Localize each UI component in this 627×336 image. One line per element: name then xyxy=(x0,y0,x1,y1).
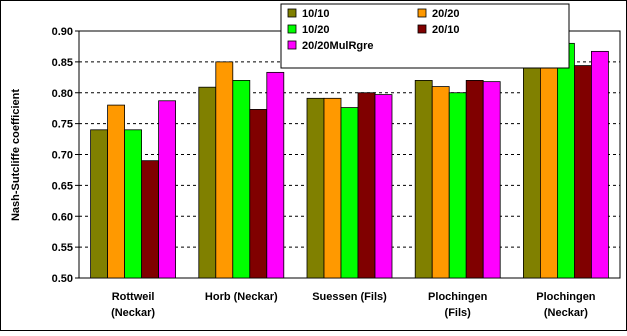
bar-10-10 xyxy=(523,51,541,279)
legend-swatch xyxy=(287,24,297,34)
bar-20-10 xyxy=(574,65,592,279)
x-category-label: Plochingen xyxy=(428,291,488,303)
legend-label: 10/20 xyxy=(302,24,330,36)
bar-10-10 xyxy=(414,80,433,279)
y-tick-label: 0.65 xyxy=(52,180,73,192)
bar-20-20 xyxy=(323,97,342,279)
bar-20-10 xyxy=(141,160,160,279)
legend-label: 20/10 xyxy=(432,24,460,36)
bar-10-10 xyxy=(306,97,325,279)
legend-label: 10/10 xyxy=(302,8,330,20)
legend-label: 20/20 xyxy=(432,8,460,20)
bar-20-20 xyxy=(431,86,450,279)
bars xyxy=(90,42,609,279)
y-tick-label: 0.75 xyxy=(52,119,73,131)
legend-swatch xyxy=(417,24,427,34)
bar-10-20 xyxy=(557,42,575,279)
bar-20-10 xyxy=(465,80,484,279)
bar-10-20 xyxy=(232,80,251,279)
bar-10-20 xyxy=(124,129,142,279)
x-category-label: Plochingen xyxy=(536,291,596,303)
bar-20-20mulrgre xyxy=(158,100,177,279)
bar-20-10 xyxy=(357,92,376,279)
x-category-label: (Fils) xyxy=(445,307,472,319)
y-tick-label: 0.50 xyxy=(52,273,73,285)
y-tick-label: 0.55 xyxy=(52,242,73,254)
y-axis-title: Nash-Sutcliffe coefficient xyxy=(10,89,22,221)
bar-10-20 xyxy=(340,107,359,279)
bar-10-20 xyxy=(448,92,467,279)
x-category-label: Rottweil xyxy=(112,291,155,303)
y-axis: 0.50 0.55 0.60 0.65 0.70 0.75 0.80 0.85 0.90 xyxy=(52,26,79,285)
bar-20-20mulrgre xyxy=(591,50,609,279)
legend: 10/10 20/20 10/20 20/10 20/20MulRgre xyxy=(280,3,570,69)
bar-20-20mulrgre xyxy=(482,81,501,279)
legend-swatch xyxy=(287,40,297,50)
x-axis-labels: Rottweil (Neckar) Horb (Neckar) Suessen (Fi… xyxy=(111,291,596,319)
bar-20-20 xyxy=(215,61,234,279)
bar-20-20mulrgre xyxy=(374,94,393,279)
bar-10-10 xyxy=(198,86,217,279)
bar-20-20mulrgre xyxy=(266,71,285,279)
x-category-label: Suessen (Fils) xyxy=(312,291,387,303)
y-tick-label: 0.90 xyxy=(52,26,73,38)
bar-20-20 xyxy=(107,104,125,279)
bar-20-10 xyxy=(249,109,268,279)
bar-10-10 xyxy=(90,129,108,279)
y-tick-label: 0.60 xyxy=(52,211,73,223)
y-tick-label: 0.70 xyxy=(52,150,73,162)
y-tick-label: 0.85 xyxy=(52,57,73,69)
x-category-label: (Neckar) xyxy=(544,307,588,319)
legend-swatch xyxy=(417,8,427,18)
legend-label: 20/20MulRgre xyxy=(302,40,374,52)
bar-20-20 xyxy=(540,49,558,279)
y-tick-label: 0.80 xyxy=(52,88,73,100)
x-category-label: (Neckar) xyxy=(111,307,155,319)
x-category-label: Horb (Neckar) xyxy=(205,291,278,303)
legend-swatch xyxy=(287,8,297,18)
